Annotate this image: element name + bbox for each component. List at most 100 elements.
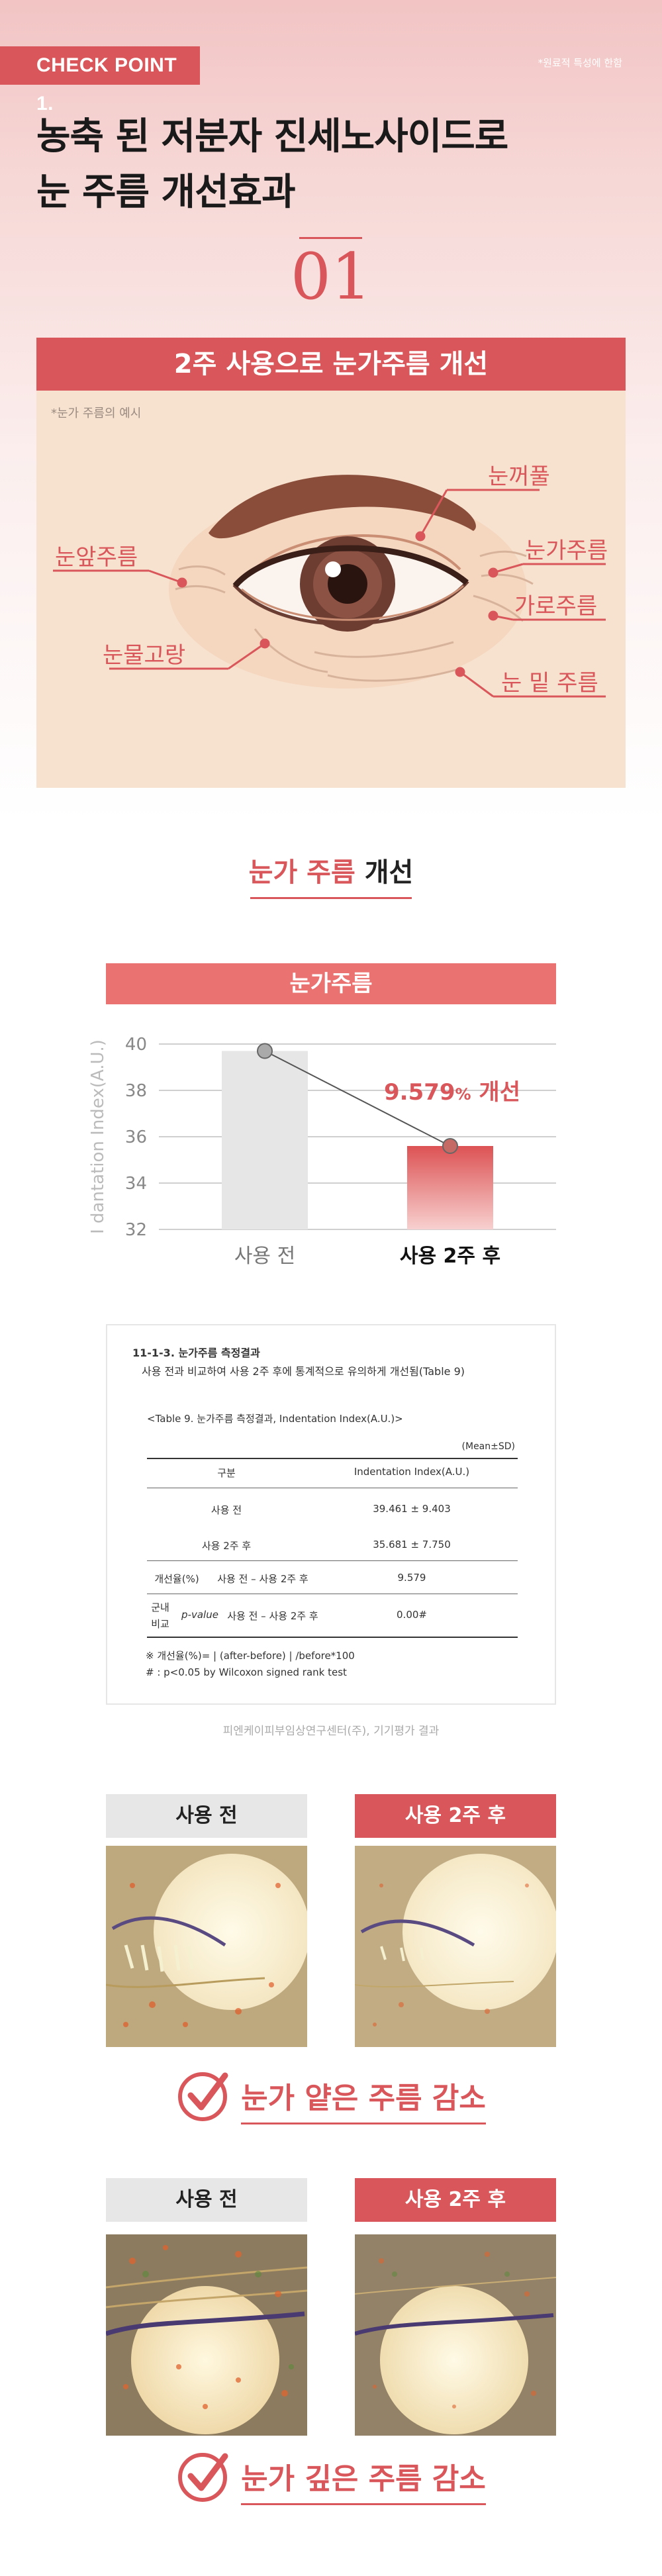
ingredient-note: *원료적 특성에 한함 — [538, 57, 622, 69]
inner-wrinkle-2 — [175, 585, 226, 594]
compare1-after-label: 사용 2주 후 — [355, 1794, 556, 1838]
chart-points — [257, 1043, 458, 1154]
table-row-before-value: 39.461 ± 9.403 — [373, 1503, 451, 1515]
eye-section-note: *눈가 주름의 예시 — [51, 406, 142, 420]
under-eye-line-2 — [327, 667, 461, 682]
table-unit: (Mean±SD) — [461, 1441, 515, 1452]
chart-y-axis-label: I dantation Index(A.U.) — [88, 1039, 108, 1234]
table-caption: <Table 9. 눈가주름 측정결과, Indentation Index(A… — [147, 1413, 403, 1425]
dot-horizontal — [488, 610, 498, 621]
lower-lid — [241, 585, 464, 621]
check-icon — [178, 2072, 228, 2121]
table-improve-compare: 사용 전 – 사용 2주 후 — [217, 1573, 308, 1585]
leader-eyelid — [419, 489, 448, 537]
hero-title-line1: 농축 된 저분자 진세노사이드로 — [36, 115, 508, 158]
table-rule-bottom — [147, 1637, 518, 1638]
measurement-result-box: 11-1-3. 눈가주름 측정결과 사용 전과 비교하여 사용 2주 후에 통계… — [106, 1324, 556, 1705]
result1: 눈가 얕은 주름 감소 — [0, 2069, 662, 2124]
dot-crows — [488, 567, 498, 578]
table-row-before-label: 사용 전 — [211, 1504, 242, 1516]
bar-before — [222, 1051, 308, 1229]
category-label: 사용 전 — [234, 1245, 295, 1268]
eye-illustration — [53, 475, 606, 698]
y-tick-label: 36 — [125, 1127, 147, 1147]
hero-title: 농축 된 저분자 진세노사이드로 눈 주름 개선효과 — [36, 109, 508, 220]
table-footnote-1: ※ 개선율(%)= | (after-before) | /before*100 — [146, 1650, 355, 1662]
y-tick-label: 34 — [125, 1174, 147, 1194]
compare2-after-label: 사용 2주 후 — [355, 2178, 556, 2222]
result2-underline — [241, 2503, 486, 2505]
result2-text: 눈가 깊은 주름 감소 — [241, 2462, 486, 2496]
improvement-title-red: 눈가 주름 — [248, 857, 355, 888]
chart-annotation-number: 9.579 — [384, 1079, 455, 1106]
data-point — [442, 1138, 458, 1154]
leader-crows — [493, 563, 524, 574]
result1-text: 눈가 얕은 주름 감소 — [241, 2081, 486, 2115]
label-eyelid: 눈꺼풀 — [488, 463, 550, 490]
chart-y-ticks: 32 34 36 38 40 — [125, 1035, 147, 1240]
number-divider — [299, 237, 362, 239]
check-point-tag: CHECK POINT 1. — [0, 46, 200, 115]
improvement-title-underline — [250, 897, 412, 899]
improvement-title: 눈가 주름 개선 — [0, 851, 662, 889]
y-tick-label: 32 — [125, 1220, 147, 1240]
table-within-compare: 사용 전 – 사용 2주 후 — [227, 1610, 318, 1622]
y-tick-label: 38 — [125, 1081, 147, 1101]
compare1-before-label: 사용 전 — [106, 1794, 307, 1838]
inner-wrinkle-1 — [178, 565, 226, 576]
crows-feet-2 — [481, 573, 534, 585]
table-col-value: Indentation Index(A.U.) — [354, 1466, 470, 1478]
improvement-title-black: 개선 — [364, 857, 414, 888]
label-tear-trough: 눈물고랑 — [103, 642, 186, 669]
result-heading: 11-1-3. 눈가주름 측정결과 — [132, 1347, 260, 1359]
dot-under — [455, 667, 465, 677]
table-within-label-1: 군내 — [151, 1601, 169, 1613]
section-number: 01 — [290, 240, 372, 314]
bar-after — [407, 1146, 493, 1229]
tear-trough-line — [254, 628, 328, 673]
table-rule-top — [147, 1458, 518, 1459]
compare2-before-photo — [106, 2234, 307, 2436]
table-within-value: 0.00# — [397, 1609, 427, 1621]
table-footnote-2: # : p<0.05 by Wilcoxon signed rank test — [146, 1666, 347, 1678]
crows-feet-3 — [473, 595, 524, 622]
table-improve-value: 9.579 — [397, 1572, 426, 1584]
table-improve-label: 개선율(%) — [154, 1573, 199, 1585]
source-note: 피엔케이피부임상연구센터(주), 기기평가 결과 — [222, 1725, 440, 1738]
lash-line — [232, 545, 469, 588]
table-row-after-value: 35.681 ± 7.750 — [373, 1539, 451, 1550]
dot-inner — [177, 577, 187, 588]
result2: 눈가 깊은 주름 감소 — [0, 2450, 662, 2505]
label-under-eye: 눈 밑 주름 — [501, 670, 598, 696]
compare2-before-label: 사용 전 — [106, 2178, 307, 2222]
table-rule-mid — [147, 1560, 518, 1561]
chart-grid — [159, 1043, 556, 1230]
eye-highlight — [325, 561, 341, 577]
label-horizontal: 가로주름 — [514, 593, 598, 620]
result1-underline — [241, 2123, 486, 2124]
table-within-label-2: 비교 — [151, 1618, 169, 1630]
under-eye-line-1 — [314, 641, 454, 658]
compare1-after-photo — [355, 1846, 556, 2047]
compare1-before-photo — [106, 1846, 307, 2047]
chart-annotation: 9.579% 개선 — [384, 1079, 520, 1106]
dot-tear — [260, 638, 270, 649]
dot-eyelid — [415, 531, 426, 542]
leader-tear — [228, 642, 265, 670]
y-tick-label: 40 — [125, 1035, 147, 1055]
chart-bars — [222, 1051, 493, 1229]
leader-under — [459, 671, 494, 698]
check-icon — [178, 2453, 228, 2502]
result-description: 사용 전과 비교하여 사용 2주 후에 통계적으로 유의하게 개선됨(Table… — [142, 1365, 465, 1378]
eye-wrinkle-illustration: 2주 사용으로 눈가주름 개선 *눈가 주름의 예시 — [36, 338, 626, 788]
eye-section-header: 2주 사용으로 눈가주름 개선 — [36, 338, 626, 391]
compare2-after-photo — [355, 2234, 556, 2436]
category-label: 사용 2주 후 — [400, 1245, 500, 1268]
chart-categories: 사용 전 사용 2주 후 — [234, 1245, 500, 1268]
table-within-p: p-value — [181, 1609, 218, 1621]
chart-title: 눈가주름 — [106, 963, 556, 1004]
trend-line — [264, 1050, 451, 1147]
chart-annotation-word: 개선 — [471, 1079, 520, 1106]
label-crows-feet: 눈가주름 — [525, 538, 608, 564]
